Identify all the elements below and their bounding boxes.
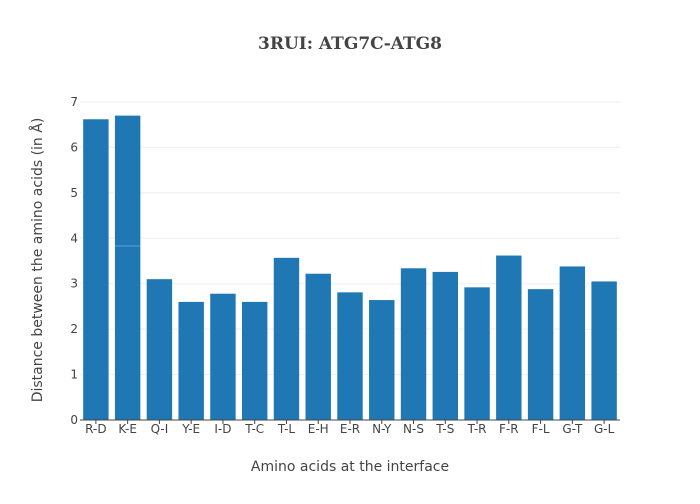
bar-t-c: [242, 301, 268, 420]
x-tick-label: T-S: [435, 422, 454, 436]
y-tick-label: 5: [70, 186, 78, 200]
x-tick-label: E-H: [308, 422, 329, 436]
x-tick-label: T-R: [467, 422, 487, 436]
x-tick-label: Q-I: [151, 422, 169, 436]
bar-y-e: [178, 301, 204, 420]
bar-r-d: [83, 119, 109, 421]
bar-t-s: [432, 271, 458, 420]
x-tick-label: G-T: [562, 422, 583, 436]
chart-title: 3RUI: ATG7C-ATG8: [258, 34, 442, 54]
x-tick-label: E-R: [340, 422, 360, 436]
x-tick-label: T-C: [244, 422, 264, 436]
y-tick-label: 1: [70, 368, 78, 382]
x-axis-title: Amino acids at the interface: [251, 459, 449, 475]
x-tick-label: K-E: [118, 422, 137, 436]
bar-e-r: [337, 292, 363, 420]
y-tick-label: 2: [70, 322, 78, 336]
x-tick-label: R-D: [85, 422, 106, 436]
bars: [83, 115, 617, 421]
x-tick-label: F-L: [532, 422, 550, 436]
bar-e-h: [305, 273, 331, 420]
y-tick-label: 6: [70, 140, 78, 154]
bar-n-s: [400, 268, 427, 420]
bar-f-r: [496, 255, 522, 420]
bar-g-l: [591, 281, 617, 420]
y-tick-label: 3: [70, 277, 78, 291]
bar-i-d: [210, 293, 236, 420]
bar-n-y: [369, 300, 395, 420]
x-tick-label: I-D: [214, 422, 231, 436]
bar-q-i: [146, 279, 173, 420]
bar-g-t: [559, 266, 586, 420]
x-tick-label: N-S: [403, 422, 424, 436]
bar-t-r: [464, 287, 490, 420]
x-tick-label: T-L: [277, 422, 296, 436]
bar-t-l: [273, 257, 300, 420]
y-tick-label: 0: [70, 413, 78, 427]
axes: 0 1 2 3 4 5 6 7 R-D K-E Q-I Y-E I-D T-C T-L E-H E-R N-Y N-…: [70, 95, 620, 436]
x-tick-label: F-R: [499, 422, 519, 436]
y-tick-label: 7: [70, 95, 78, 109]
x-tick-label: Y-E: [181, 422, 200, 436]
x-tick-label: G-L: [594, 422, 615, 436]
y-axis-title: Distance between the amino acids (in Å): [29, 118, 46, 403]
bar-k-e: [114, 115, 141, 420]
y-tick-label: 4: [70, 231, 78, 245]
bar-f-l: [527, 289, 554, 420]
x-tick-label: N-Y: [372, 422, 392, 436]
